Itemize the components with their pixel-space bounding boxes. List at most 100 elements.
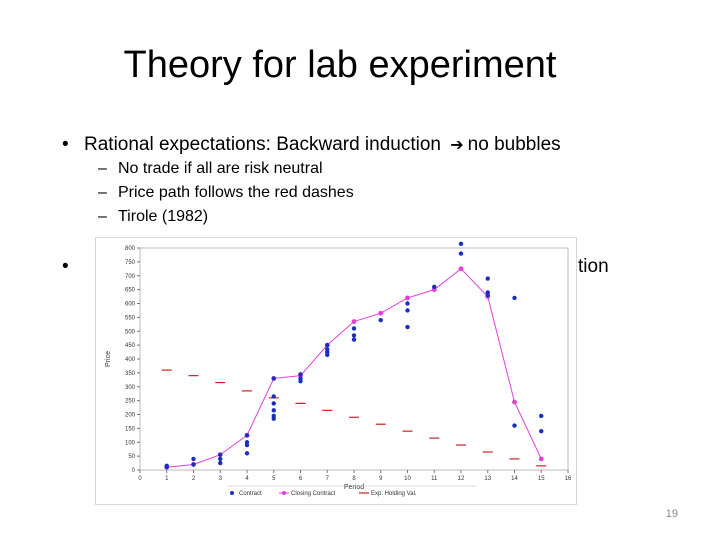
x-tick-label: 12: [458, 476, 465, 482]
contract-point: [218, 452, 223, 457]
y-tick-label: 750: [125, 260, 136, 266]
subbullet-3: – Tirole (1982): [98, 208, 208, 226]
contract-point: [244, 451, 250, 456]
contract-point: [458, 241, 464, 247]
x-tick-label: 5: [272, 476, 276, 482]
contract-point: [244, 442, 250, 448]
subbullet-1: – No trade if all are risk neutral: [98, 160, 323, 178]
subbullet-text: No trade if all are risk neutral: [118, 160, 323, 177]
bullet-text: Rational expectations: Backward inductio…: [84, 134, 441, 155]
legend-label: Contract: [239, 491, 262, 497]
contract-point: [164, 463, 169, 469]
contract-point: [325, 352, 330, 358]
contract-point: [298, 379, 303, 384]
contract-point: [405, 324, 410, 330]
x-tick-label: 15: [538, 476, 545, 482]
price-chart-svg: 0501001502002503003504004505005506006507…: [105, 241, 572, 497]
bullet-dot: •: [62, 134, 69, 155]
y-tick-label: 600: [125, 302, 136, 308]
y-axis-label: Price: [105, 351, 112, 367]
bullet-2-tail: tion: [578, 256, 609, 277]
contract-point: [298, 372, 303, 377]
closing-contract-point: [538, 456, 544, 462]
contract-point: [405, 301, 410, 306]
y-tick-label: 0: [132, 468, 136, 474]
x-tick-label: 2: [192, 476, 196, 482]
contract-point: [512, 295, 517, 301]
bullet-2: •: [62, 256, 69, 278]
x-tick-label: 10: [404, 476, 411, 482]
bullet-dot: •: [62, 256, 69, 277]
plot-area: [139, 247, 569, 471]
legend-marker: [230, 491, 234, 495]
right-arrow-icon: ➔: [450, 137, 464, 154]
x-tick-label: 8: [352, 476, 356, 482]
x-tick-label: 11: [431, 476, 438, 482]
contract-point: [512, 423, 517, 428]
y-tick-label: 700: [125, 274, 136, 280]
contract-point: [432, 284, 437, 290]
contract-point: [405, 308, 410, 313]
contract-point: [378, 317, 383, 323]
contract-point: [244, 433, 250, 438]
y-tick-label: 500: [125, 329, 136, 335]
x-tick-label: 6: [299, 476, 303, 482]
x-tick-label: 13: [484, 476, 491, 482]
legend-marker: [282, 491, 286, 495]
y-tick-label: 400: [125, 357, 136, 363]
x-tick-label: 14: [511, 476, 518, 482]
contract-point: [271, 416, 276, 421]
closing-contract-point: [378, 310, 384, 316]
y-tick-label: 300: [125, 385, 136, 391]
contract-point: [539, 413, 544, 419]
subbullet-2: – Price path follows the red dashes: [98, 184, 354, 202]
contract-point: [271, 394, 276, 399]
y-tick-label: 450: [125, 343, 136, 349]
subbullet-text: Price path follows the red dashes: [118, 184, 354, 201]
y-tick-label: 50: [128, 454, 135, 460]
price-chart: 0 50 100 150 200 250 300 350 400 450 500 550 600 650 7…: [96, 238, 576, 504]
contract-point: [218, 460, 223, 466]
contract-point: [191, 462, 196, 467]
y-tick-label: 200: [125, 413, 136, 419]
y-tick-label: 250: [125, 399, 136, 405]
y-tick-label: 150: [125, 426, 136, 432]
y-tick-label: 100: [125, 440, 136, 446]
contract-point: [351, 333, 357, 338]
closing-contract-point: [351, 319, 357, 324]
y-tick-label: 550: [125, 315, 136, 321]
x-tick-label: 16: [565, 476, 572, 482]
slide-title: Theory for lab experiment: [123, 44, 557, 86]
contract-point: [485, 276, 490, 281]
closing-contract-point: [405, 295, 410, 301]
x-tick-label: 9: [379, 476, 383, 482]
contract-point: [218, 456, 223, 462]
x-tick-label: 0: [138, 476, 142, 482]
contract-point: [458, 251, 464, 256]
x-tick-label: 7: [326, 476, 330, 482]
dash-marker: –: [98, 184, 107, 201]
x-tick-label: 4: [245, 476, 249, 482]
closing-contract-point: [512, 399, 517, 405]
x-axis-label: Period: [344, 484, 364, 491]
y-tick-label: 800: [125, 246, 136, 252]
x-tick-label: 3: [219, 476, 223, 482]
contract-point: [325, 342, 330, 348]
closing-contract-point: [458, 266, 464, 272]
y-tick-label: 650: [125, 288, 136, 294]
bullet-rational-expectations: • Rational expectations: Backward inducti…: [62, 134, 561, 156]
legend-label: Exp. Holding Val.: [371, 491, 417, 497]
contract-point: [539, 428, 544, 434]
dash-marker: –: [98, 160, 107, 177]
y-tick-label: 350: [125, 371, 136, 377]
contract-point: [191, 456, 196, 462]
contract-point: [351, 337, 357, 342]
contract-point: [271, 401, 276, 406]
dash-marker: –: [98, 208, 107, 225]
contract-point: [271, 408, 276, 413]
legend-label: Closing Contract: [291, 491, 336, 497]
contract-point: [351, 326, 357, 331]
subbullet-text: Tirole (1982): [118, 208, 209, 225]
x-tick-label: 1: [165, 476, 169, 482]
page-number: 19: [665, 508, 678, 520]
